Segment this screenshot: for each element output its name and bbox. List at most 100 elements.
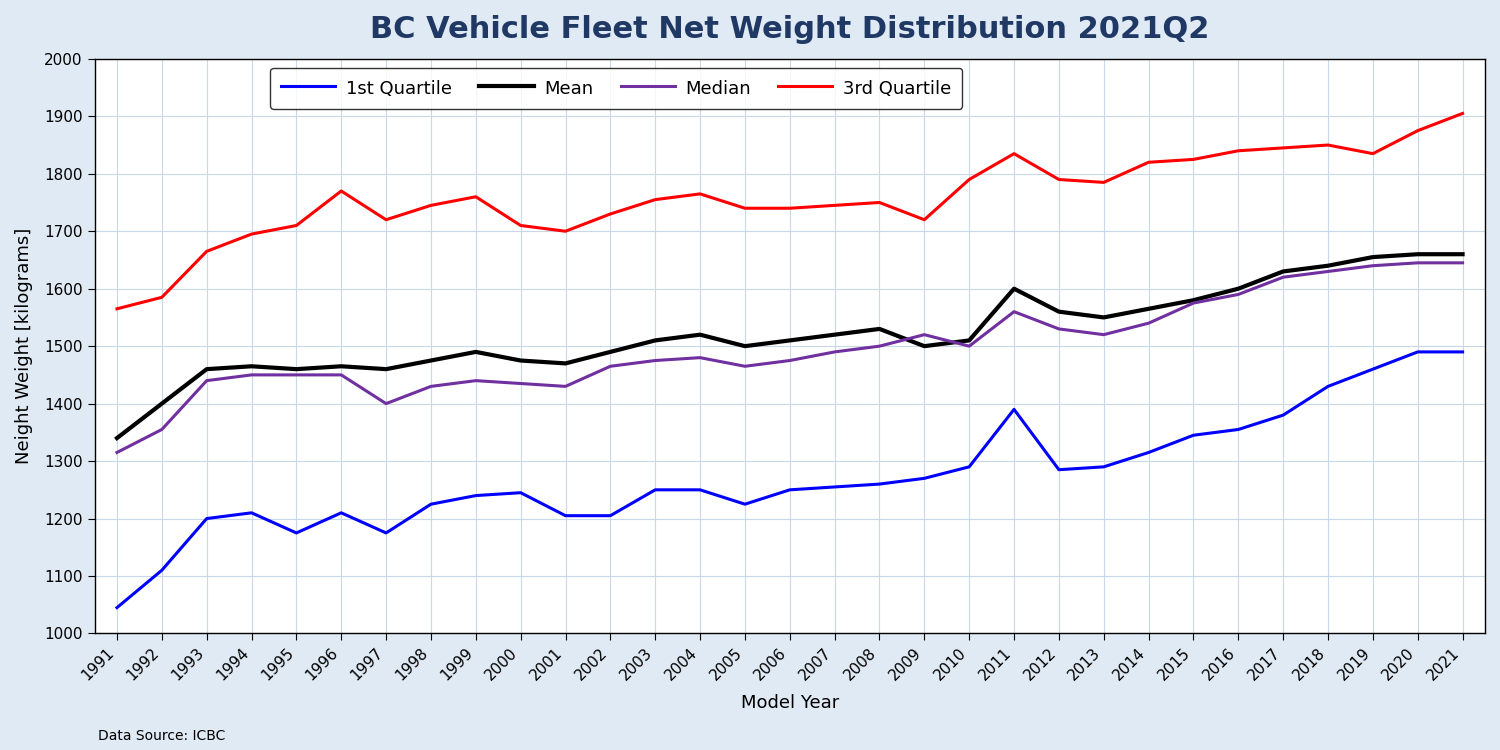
- 1st Quartile: [1050, 465, 1068, 474]
- 1st Quartile: [376, 529, 394, 538]
- 1st Quartile: [153, 566, 171, 574]
- Mean: [915, 342, 933, 351]
- 3rd Quartile: [1140, 158, 1158, 166]
- Mean: [288, 364, 306, 374]
- Line: Mean: Mean: [117, 254, 1462, 438]
- Mean: [1005, 284, 1023, 293]
- Median: [1274, 273, 1292, 282]
- 3rd Quartile: [512, 221, 530, 230]
- 1st Quartile: [198, 514, 216, 523]
- 1st Quartile: [422, 500, 440, 508]
- Median: [825, 347, 843, 356]
- Median: [736, 362, 754, 370]
- 1st Quartile: [736, 500, 754, 508]
- 3rd Quartile: [825, 201, 843, 210]
- 1st Quartile: [512, 488, 530, 497]
- 3rd Quartile: [243, 230, 261, 238]
- 1st Quartile: [646, 485, 664, 494]
- 3rd Quartile: [1230, 146, 1248, 155]
- Median: [466, 376, 484, 386]
- 1st Quartile: [1185, 430, 1203, 439]
- Mean: [422, 356, 440, 365]
- 1st Quartile: [108, 603, 126, 612]
- 3rd Quartile: [646, 195, 664, 204]
- 1st Quartile: [782, 485, 800, 494]
- Mean: [646, 336, 664, 345]
- Mean: [825, 330, 843, 339]
- 1st Quartile: [1408, 347, 1426, 356]
- 3rd Quartile: [602, 209, 619, 218]
- Median: [332, 370, 350, 380]
- Mean: [692, 330, 709, 339]
- Mean: [870, 325, 888, 334]
- Mean: [1274, 267, 1292, 276]
- 1st Quartile: [602, 512, 619, 520]
- 1st Quartile: [332, 509, 350, 518]
- Median: [1050, 325, 1068, 334]
- 3rd Quartile: [556, 226, 574, 236]
- 3rd Quartile: [1095, 178, 1113, 187]
- 3rd Quartile: [1274, 143, 1292, 152]
- Median: [556, 382, 574, 391]
- 1st Quartile: [1005, 405, 1023, 414]
- Mean: [243, 362, 261, 370]
- Mean: [512, 356, 530, 365]
- Median: [1408, 258, 1426, 267]
- 1st Quartile: [1364, 364, 1382, 374]
- 1st Quartile: [692, 485, 709, 494]
- 1st Quartile: [870, 479, 888, 488]
- 3rd Quartile: [198, 247, 216, 256]
- Median: [1318, 267, 1336, 276]
- Median: [782, 356, 800, 365]
- 3rd Quartile: [1364, 149, 1382, 158]
- 1st Quartile: [915, 474, 933, 483]
- Median: [692, 353, 709, 362]
- Mean: [466, 347, 484, 356]
- 3rd Quartile: [466, 192, 484, 201]
- 3rd Quartile: [288, 221, 306, 230]
- 3rd Quartile: [1454, 109, 1472, 118]
- 3rd Quartile: [1050, 175, 1068, 184]
- 3rd Quartile: [870, 198, 888, 207]
- Median: [243, 370, 261, 380]
- 1st Quartile: [825, 482, 843, 491]
- 3rd Quartile: [915, 215, 933, 224]
- Median: [1454, 258, 1472, 267]
- Text: Data Source: ICBC: Data Source: ICBC: [98, 728, 225, 742]
- 1st Quartile: [1454, 347, 1472, 356]
- Median: [870, 342, 888, 351]
- Mean: [108, 433, 126, 442]
- 3rd Quartile: [1408, 126, 1426, 135]
- Median: [1005, 308, 1023, 316]
- Title: BC Vehicle Fleet Net Weight Distribution 2021Q2: BC Vehicle Fleet Net Weight Distribution…: [370, 15, 1209, 44]
- Mean: [602, 347, 619, 356]
- Mean: [198, 364, 216, 374]
- Line: 3rd Quartile: 3rd Quartile: [117, 113, 1462, 309]
- Mean: [1364, 253, 1382, 262]
- 3rd Quartile: [108, 304, 126, 313]
- Median: [960, 342, 978, 351]
- Mean: [332, 362, 350, 370]
- Mean: [1230, 284, 1248, 293]
- Mean: [1095, 313, 1113, 322]
- X-axis label: Model Year: Model Year: [741, 694, 839, 712]
- 3rd Quartile: [332, 187, 350, 196]
- Mean: [1318, 261, 1336, 270]
- Line: Median: Median: [117, 262, 1462, 452]
- Mean: [960, 336, 978, 345]
- 1st Quartile: [243, 509, 261, 518]
- 1st Quartile: [1318, 382, 1336, 391]
- 1st Quartile: [1095, 462, 1113, 471]
- 3rd Quartile: [736, 204, 754, 213]
- Mean: [782, 336, 800, 345]
- Median: [602, 362, 619, 370]
- Mean: [1454, 250, 1472, 259]
- 1st Quartile: [288, 529, 306, 538]
- 3rd Quartile: [376, 215, 394, 224]
- Median: [512, 379, 530, 388]
- Median: [915, 330, 933, 339]
- Mean: [736, 342, 754, 351]
- Median: [1095, 330, 1113, 339]
- Mean: [1185, 296, 1203, 304]
- 3rd Quartile: [153, 292, 171, 302]
